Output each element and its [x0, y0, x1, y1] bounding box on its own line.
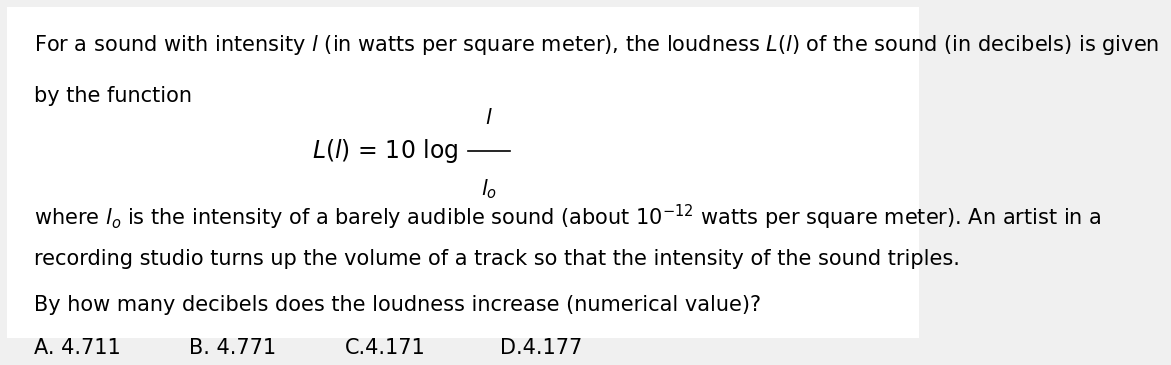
Text: $\it{l}_o$: $\it{l}_o$	[480, 177, 497, 201]
Text: D.4.177: D.4.177	[500, 338, 582, 358]
Text: C.4.171: C.4.171	[344, 338, 425, 358]
Text: by the function: by the function	[34, 87, 192, 107]
Text: recording studio turns up the volume of a track so that the intensity of the sou: recording studio turns up the volume of …	[34, 249, 960, 269]
Text: $\it{l}$: $\it{l}$	[485, 108, 493, 128]
Text: where $\it{l}_o$ is the intensity of a barely audible sound (about 10$^{-12}$ wa: where $\it{l}_o$ is the intensity of a b…	[34, 202, 1102, 231]
Text: By how many decibels does the loudness increase (numerical value)?: By how many decibels does the loudness i…	[34, 295, 761, 315]
Text: For a sound with intensity $\it{l}$ (in watts per square meter), the loudness $\: For a sound with intensity $\it{l}$ (in …	[34, 34, 1159, 57]
Text: A. 4.711: A. 4.711	[34, 338, 121, 358]
Text: $\it{L}$$\it{(l)}$ = 10 log: $\it{L}$$\it{(l)}$ = 10 log	[313, 137, 459, 165]
FancyBboxPatch shape	[7, 7, 919, 338]
Text: B. 4.771: B. 4.771	[190, 338, 276, 358]
